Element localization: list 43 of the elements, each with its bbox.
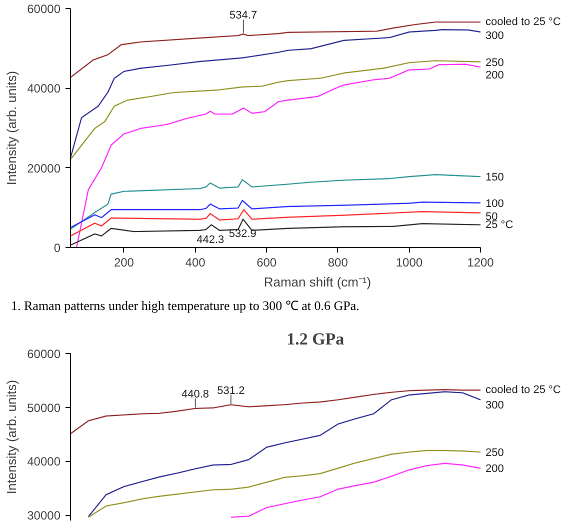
line-series	[88, 450, 482, 518]
x-tick-label: 200	[114, 256, 134, 270]
series-label: cooled to 25 °C	[486, 384, 561, 396]
series-label: 200	[486, 463, 504, 476]
x-tick-label: 400	[185, 256, 206, 270]
line-series	[70, 29, 482, 158]
line-series	[76, 64, 482, 248]
annotation: 534.7	[230, 9, 258, 22]
series-label: 200	[486, 69, 504, 82]
series-label: 250	[486, 56, 504, 69]
series-label: 150	[486, 172, 504, 184]
y-axis-title: Intensity (arb. units)	[4, 70, 20, 186]
chart-title: 1.2 GPa	[286, 330, 345, 348]
series-label: 300	[486, 399, 504, 412]
series-label: 300	[486, 30, 504, 42]
annotation: 442.3	[196, 234, 224, 246]
y-axis-title: Intensity (arb. units)	[4, 380, 20, 494]
series-label: 100	[486, 198, 504, 210]
x-tick-label: 1000	[396, 256, 423, 270]
y-tick-label: 30000	[27, 508, 61, 523]
annotation: 531.2	[217, 384, 245, 397]
x-tick-label: 1200	[467, 256, 494, 270]
y-tick-label: 40000	[27, 82, 61, 96]
line-series	[230, 462, 482, 518]
y-tick-label: 50000	[27, 400, 61, 415]
line-series	[70, 60, 482, 160]
line-series	[70, 209, 482, 237]
annotation: 440.8	[182, 388, 210, 401]
y-tick-label: 20000	[27, 161, 61, 176]
x-tick-label: 600	[256, 256, 277, 270]
y-tick-label: 40000	[27, 454, 61, 469]
annotation: 532.9	[228, 228, 256, 240]
x-axis-title: Raman shift (cm⁻¹)	[264, 274, 372, 290]
y-tick-label: 60000	[27, 347, 61, 361]
x-tick-label: 800	[328, 256, 348, 270]
series-label: 250	[486, 447, 504, 460]
line-series	[70, 21, 482, 78]
y-tick-label: 0	[54, 241, 61, 255]
y-tick-label: 60000	[27, 2, 61, 16]
line-series	[70, 174, 482, 230]
series-label: cooled to 25 °C	[486, 16, 561, 28]
text: 1. Raman patterns under high temperature up to 300 ℃ at 0.6 GPa.	[11, 297, 360, 315]
line-series	[70, 200, 482, 228]
